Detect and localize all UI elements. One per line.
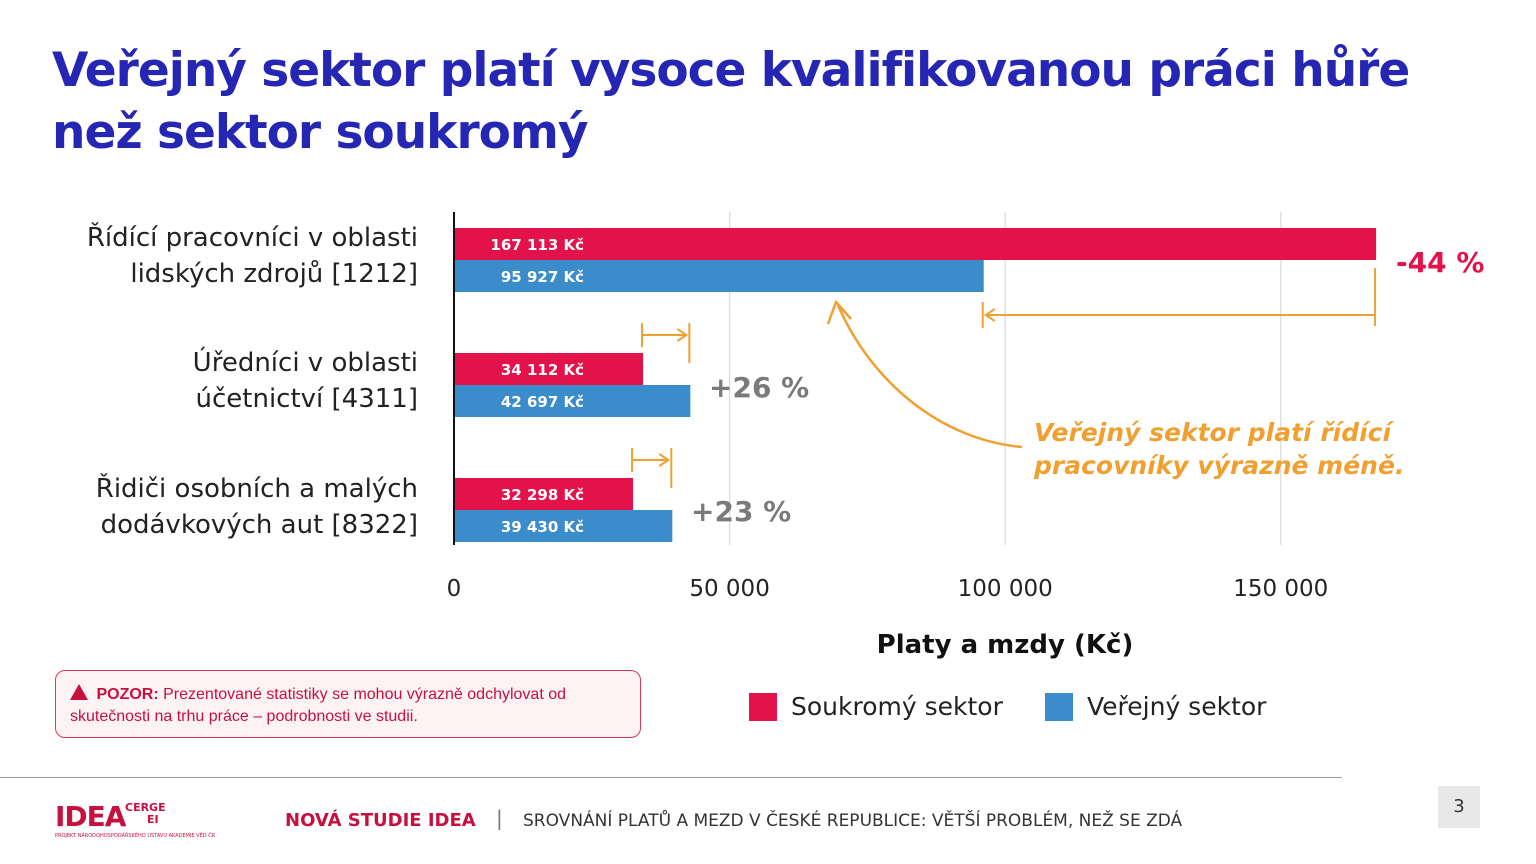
bar-value-label: 95 927 Kč [501, 268, 584, 286]
bar [455, 478, 634, 510]
warning-icon [70, 684, 88, 700]
callout-arrow [836, 304, 1023, 449]
legend-swatch-private [749, 692, 777, 721]
logo-idea-text: IDEA [55, 800, 126, 833]
bar [455, 510, 673, 542]
difference-label: +23 % [691, 495, 791, 528]
bracket-arrowhead [658, 453, 671, 467]
category-label-1: Řídící pracovníci v oblasti lidských zdr… [87, 220, 418, 292]
warning-label: POZOR: [96, 686, 159, 703]
page-number: 3 [1438, 786, 1480, 828]
bar-value-label: 32 298 Kč [501, 486, 584, 504]
category-label-2-line-1: Úředníci v oblasti [192, 348, 418, 378]
legend-swatch-public [1045, 692, 1073, 721]
bar [455, 385, 691, 417]
footer-divider [0, 777, 1342, 778]
category-label-1-line-1: Řídící pracovníci v oblasti [86, 223, 418, 253]
page-title: Veřejný sektor platí vysoce kvalifikovan… [52, 40, 1502, 164]
category-label-2: Úředníci v oblasti účetnictví [4311] [193, 345, 418, 417]
category-label-2-line-2: účetnictví [4311] [195, 384, 419, 414]
axes: 0 50 000 100 000 150 000 [447, 212, 1328, 602]
bar-value-label: 167 113 Kč [490, 236, 584, 254]
bar [455, 228, 1377, 260]
logo-cerge-text: CERGE EI [125, 802, 166, 826]
x-tick-label: 100 000 [958, 576, 1053, 602]
legend-label-private: Soukromý sektor [791, 692, 1003, 721]
legend-item-public: Veřejný sektor [1045, 692, 1266, 721]
bar [455, 260, 984, 292]
idea-logo: IDEA CERGE EI PROJEKT NÁRODOHOSPODÁŘSKÉH… [55, 800, 215, 842]
x-axis-title: Platy a mzdy (Kč) [876, 630, 1134, 660]
bars: 167 113 Kč 95 927 Kč 34 112 Kč 42 697 Kč 32 … [455, 228, 1377, 542]
footer-study-title: SROVNÁNÍ PLATŮ A MEZD V ČESKÉ REPUBLICE:… [523, 811, 1183, 831]
bar-value-label: 42 697 Kč [501, 393, 584, 411]
difference-label: +26 % [709, 371, 809, 404]
bar [455, 353, 644, 385]
callout-text: pracovníky výrazně méně. [1033, 451, 1404, 480]
warning-box: POZOR: Prezentované statistiky se mohou … [55, 670, 641, 738]
category-label-1-line-2: lidských zdrojů [1212] [130, 259, 418, 289]
bar-value-label: 39 430 Kč [501, 518, 584, 536]
callout-arrowhead [826, 299, 852, 325]
category-label-3: Řidiči osobních a malých dodávkových aut… [96, 471, 418, 543]
title-line-1: Veřejný sektor platí vysoce kvalifikovan… [52, 43, 1410, 98]
category-label-3-line-2: dodávkových aut [8322] [100, 510, 418, 540]
x-tick-label: 150 000 [1233, 576, 1328, 602]
legend-label-public: Veřejný sektor [1087, 692, 1267, 721]
logo-cerge: CERGE [125, 801, 166, 814]
difference-label: -44 % [1396, 246, 1484, 279]
x-tick-label: 50 000 [689, 576, 769, 602]
bracket-arrowhead [983, 308, 996, 322]
logo-subtitle: PROJEKT NÁRODOHOSPODÁŘSKÉHO ÚSTAVU AKADE… [55, 833, 216, 839]
annotations: -44 % +26 % +23 % Veřejný sektor platí řídí… [631, 246, 1484, 528]
bar-value-label: 34 112 Kč [501, 361, 584, 379]
title-line-2: než sektor soukromý [52, 105, 589, 160]
footer-separator: | [496, 806, 503, 830]
callout-text: Veřejný sektor platí řídící [1034, 418, 1394, 447]
category-label-3-line-1: Řidiči osobních a malých [95, 474, 418, 504]
bracket-arrowhead [676, 328, 689, 342]
legend-item-private: Soukromý sektor [749, 692, 1003, 721]
warning-text: Prezentované statistiky se mohou výrazně… [70, 686, 567, 725]
logo-ei: EI [147, 813, 159, 826]
footer-study-label: NOVÁ STUDIE IDEA [285, 810, 476, 831]
x-tick-label: 0 [447, 576, 462, 602]
